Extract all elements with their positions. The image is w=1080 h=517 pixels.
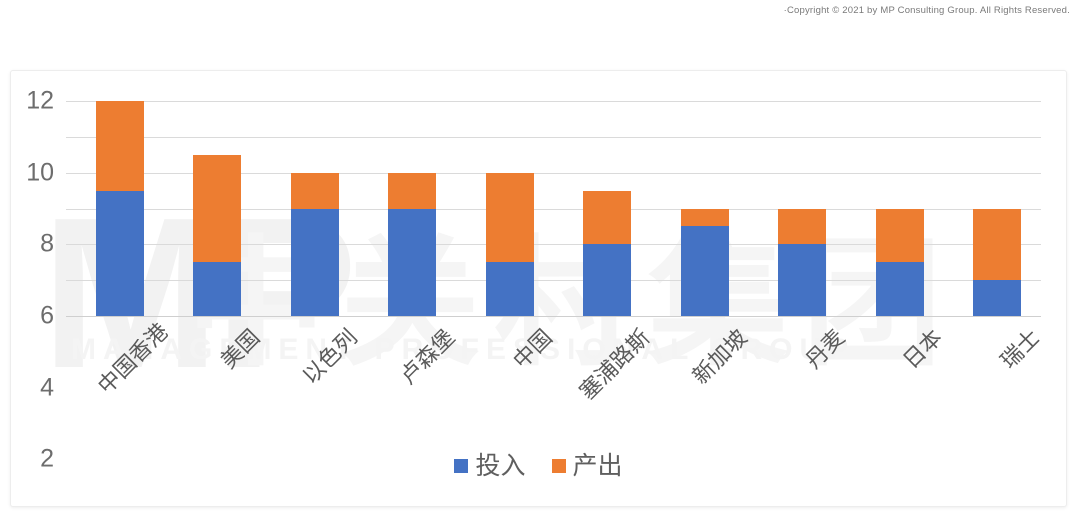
bar-segment-产出[interactable] [778,208,827,245]
bar-segment-投入[interactable] [485,262,534,316]
bar-segment-投入[interactable] [973,280,1022,316]
y-axis-tick-label: 6 [40,301,54,330]
legend-label: 投入 [475,451,526,480]
gridline: 10 [26,136,1041,185]
bar-group[interactable] [95,101,144,316]
gridline: 8 [40,172,1041,256]
bar-segment-投入[interactable] [680,226,729,316]
y-axis-tick-label: 10 [26,158,54,187]
y-axis-tick-label: 4 [40,373,54,402]
bar-segment-产出[interactable] [290,172,339,209]
bar-segment-产出[interactable] [95,101,144,191]
bar-group[interactable] [388,101,437,316]
x-axis-labels: 中国香港 美国 以色列 卢森堡 中国 塞浦路斯 新加坡 丹麦 日本 瑞士 [66,319,1046,441]
bar-segment-产出[interactable] [680,208,729,227]
bar-segment-产出[interactable] [193,154,242,263]
bar-segment-投入[interactable] [583,244,632,316]
bar-segment-投入[interactable] [95,190,144,316]
square-marker-icon [551,458,566,473]
bar-segment-投入[interactable] [193,262,242,316]
bar-group[interactable] [193,101,242,316]
bar-group[interactable] [583,101,632,316]
bar-group[interactable] [290,101,339,316]
bar-group[interactable] [778,101,827,316]
copyright-notice: ·Copyright © 2021 by MP Consulting Group… [783,5,1070,16]
legend-item[interactable]: 投入 [454,451,526,480]
y-axis-tick-label: 2 [40,444,54,473]
bar-segment-投入[interactable] [875,262,924,316]
bar-series-container [66,101,1041,316]
x-axis-label: 中国香港 [93,319,174,400]
bar-group[interactable] [875,101,924,316]
bar-segment-产出[interactable] [875,208,924,263]
legend-label: 产出 [572,451,623,480]
gridline: 12 [26,88,1041,113]
gridline: 4 [40,244,1041,400]
gridline: 2 [40,280,1041,471]
bar-segment-产出[interactable] [388,172,437,209]
gridline: 0 [66,316,1041,317]
y-axis-tick-label: 8 [40,229,54,258]
bar-segment-投入[interactable] [778,244,827,316]
bar-segment-投入[interactable] [290,208,339,316]
bar-segment-产出[interactable] [583,190,632,245]
y-axis-tick-label: 12 [26,86,54,115]
bar-group[interactable] [973,101,1022,316]
chart-legend: 投入 产出 [11,453,1066,478]
bar-segment-投入[interactable] [388,208,437,316]
bar-segment-产出[interactable] [973,208,1022,281]
square-marker-icon [454,458,469,473]
bar-group[interactable] [485,101,534,316]
bar-segment-产出[interactable] [485,172,534,263]
gridline: 6 [40,208,1041,328]
bar-group[interactable] [680,101,729,316]
legend-item[interactable]: 产出 [551,451,623,480]
plot-area: 0 2 4 6 8 10 12 [26,88,1041,471]
chart-card: MP 中关村集团 MANAGEMENT PROFESSIONAL GROUP 0… [10,70,1067,507]
